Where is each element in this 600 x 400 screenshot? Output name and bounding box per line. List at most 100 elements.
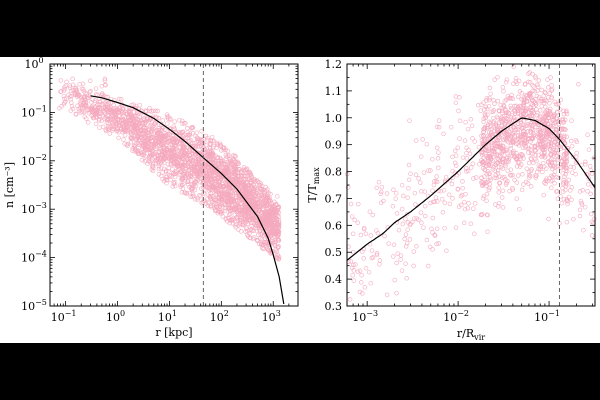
right-scatter-point xyxy=(486,142,492,148)
right-scatter-point xyxy=(483,180,489,185)
left-scatter-point xyxy=(267,195,272,201)
left-scatter-point xyxy=(142,125,147,130)
right-scatter-point xyxy=(488,91,493,96)
left-scatter-point xyxy=(166,166,172,171)
left-scatter-point xyxy=(233,159,238,164)
left-scatter-point xyxy=(57,105,62,111)
right-y-tick-label: 1.2 xyxy=(325,58,343,71)
left-scatter-point xyxy=(247,231,252,236)
left-scatter-point xyxy=(218,143,223,148)
left-scatter-point xyxy=(215,174,220,180)
left-scatter-point xyxy=(260,206,266,211)
right-scatter-point xyxy=(506,110,511,115)
left-scatter-points xyxy=(57,76,282,262)
right-scatter-point xyxy=(518,134,524,139)
right-scatter-point xyxy=(479,152,485,158)
left-scatter-point xyxy=(226,184,232,189)
left-scatter-point xyxy=(225,159,230,165)
right-scatter-point xyxy=(525,122,531,127)
right-scatter-point xyxy=(486,171,491,176)
right-scatter-point xyxy=(404,211,410,217)
right-scatter-point xyxy=(511,125,516,130)
left-scatter-point xyxy=(240,223,245,228)
left-scatter-point xyxy=(181,170,187,175)
left-scatter-point xyxy=(120,117,126,123)
right-scatter-point xyxy=(577,189,583,194)
right-scatter-point xyxy=(427,244,433,250)
right-scatter-point xyxy=(411,263,416,269)
right-scatter-point xyxy=(564,158,569,163)
left-scatter-point xyxy=(88,78,93,84)
left-scatter-point xyxy=(102,78,108,83)
right-y-tick-label: 0.8 xyxy=(325,166,343,179)
right-scatter-point xyxy=(492,101,497,107)
right-scatter-point xyxy=(487,181,492,187)
right-scatter-point xyxy=(494,175,499,181)
right-scatter-point xyxy=(533,153,538,158)
right-scatter-point xyxy=(561,138,566,144)
right-scatter-point xyxy=(524,166,530,172)
right-scatter-point xyxy=(403,244,409,249)
right-x-ticks: 10−3 10−2 10−1 xyxy=(346,64,593,324)
right-scatter-point xyxy=(512,177,517,183)
right-scatter-point xyxy=(398,253,404,258)
left-scatter-point xyxy=(226,169,231,175)
left-scatter-point xyxy=(272,224,277,229)
right-scatter-point xyxy=(368,280,374,286)
left-scatter-point xyxy=(181,150,187,156)
left-scatter-point xyxy=(244,225,249,230)
left-scatter-point xyxy=(249,177,254,183)
right-scatter-point xyxy=(405,195,410,200)
left-scatter-point xyxy=(175,163,181,168)
left-scatter-point xyxy=(101,108,106,113)
right-scatter-point xyxy=(526,160,532,166)
left-scatter-point xyxy=(221,168,227,174)
right-scatter-point xyxy=(576,82,581,87)
left-scatter-point xyxy=(103,127,108,132)
left-scatter-point xyxy=(223,165,228,170)
right-scatter-point xyxy=(548,106,553,112)
left-scatter-point xyxy=(243,213,248,218)
right-scatter-point xyxy=(424,141,430,147)
right-scatter-point xyxy=(561,180,566,185)
left-scatter-point xyxy=(226,204,232,210)
left-scatter-point xyxy=(248,178,253,184)
right-scatter-point xyxy=(485,229,490,235)
left-scatter-point xyxy=(62,88,67,93)
left-scatter-point xyxy=(221,147,226,153)
left-scatter-point xyxy=(148,123,154,128)
right-scatter-point xyxy=(413,202,418,207)
right-scatter-point xyxy=(350,273,355,278)
left-scatter-point xyxy=(136,129,141,134)
right-scatter-point xyxy=(468,117,474,122)
right-scatter-point xyxy=(351,278,357,283)
right-scatter-point xyxy=(537,95,542,100)
right-scatter-point xyxy=(406,162,412,168)
left-scatter-point xyxy=(234,179,239,185)
right-scatter-point xyxy=(538,131,543,136)
left-scatter-point xyxy=(170,184,176,189)
left-scatter-point xyxy=(225,153,231,159)
right-scatter-point xyxy=(378,191,383,197)
right-scatter-point xyxy=(493,202,498,207)
right-scatter-point xyxy=(478,108,483,113)
right-scatter-point xyxy=(463,191,468,197)
right-scatter-point xyxy=(563,127,568,132)
right-scatter-point xyxy=(498,145,504,151)
left-scatter-point xyxy=(232,188,238,194)
right-scatter-point xyxy=(480,182,486,188)
right-scatter-point xyxy=(434,226,440,232)
right-scatter-point xyxy=(484,198,489,204)
right-scatter-point xyxy=(579,202,585,208)
right-y-tick-label: 0.3 xyxy=(325,300,343,313)
left-scatter-point xyxy=(208,174,214,180)
left-scatter-point xyxy=(197,179,203,185)
right-scatter-point xyxy=(403,261,408,266)
right-scatter-point xyxy=(404,276,409,281)
left-scatter-point xyxy=(175,160,180,165)
left-scatter-point xyxy=(149,135,154,141)
left-scatter-point xyxy=(214,179,219,184)
right-scatter-point xyxy=(517,206,522,212)
right-scatter-point xyxy=(413,138,419,143)
left-scatter-point xyxy=(150,156,155,162)
